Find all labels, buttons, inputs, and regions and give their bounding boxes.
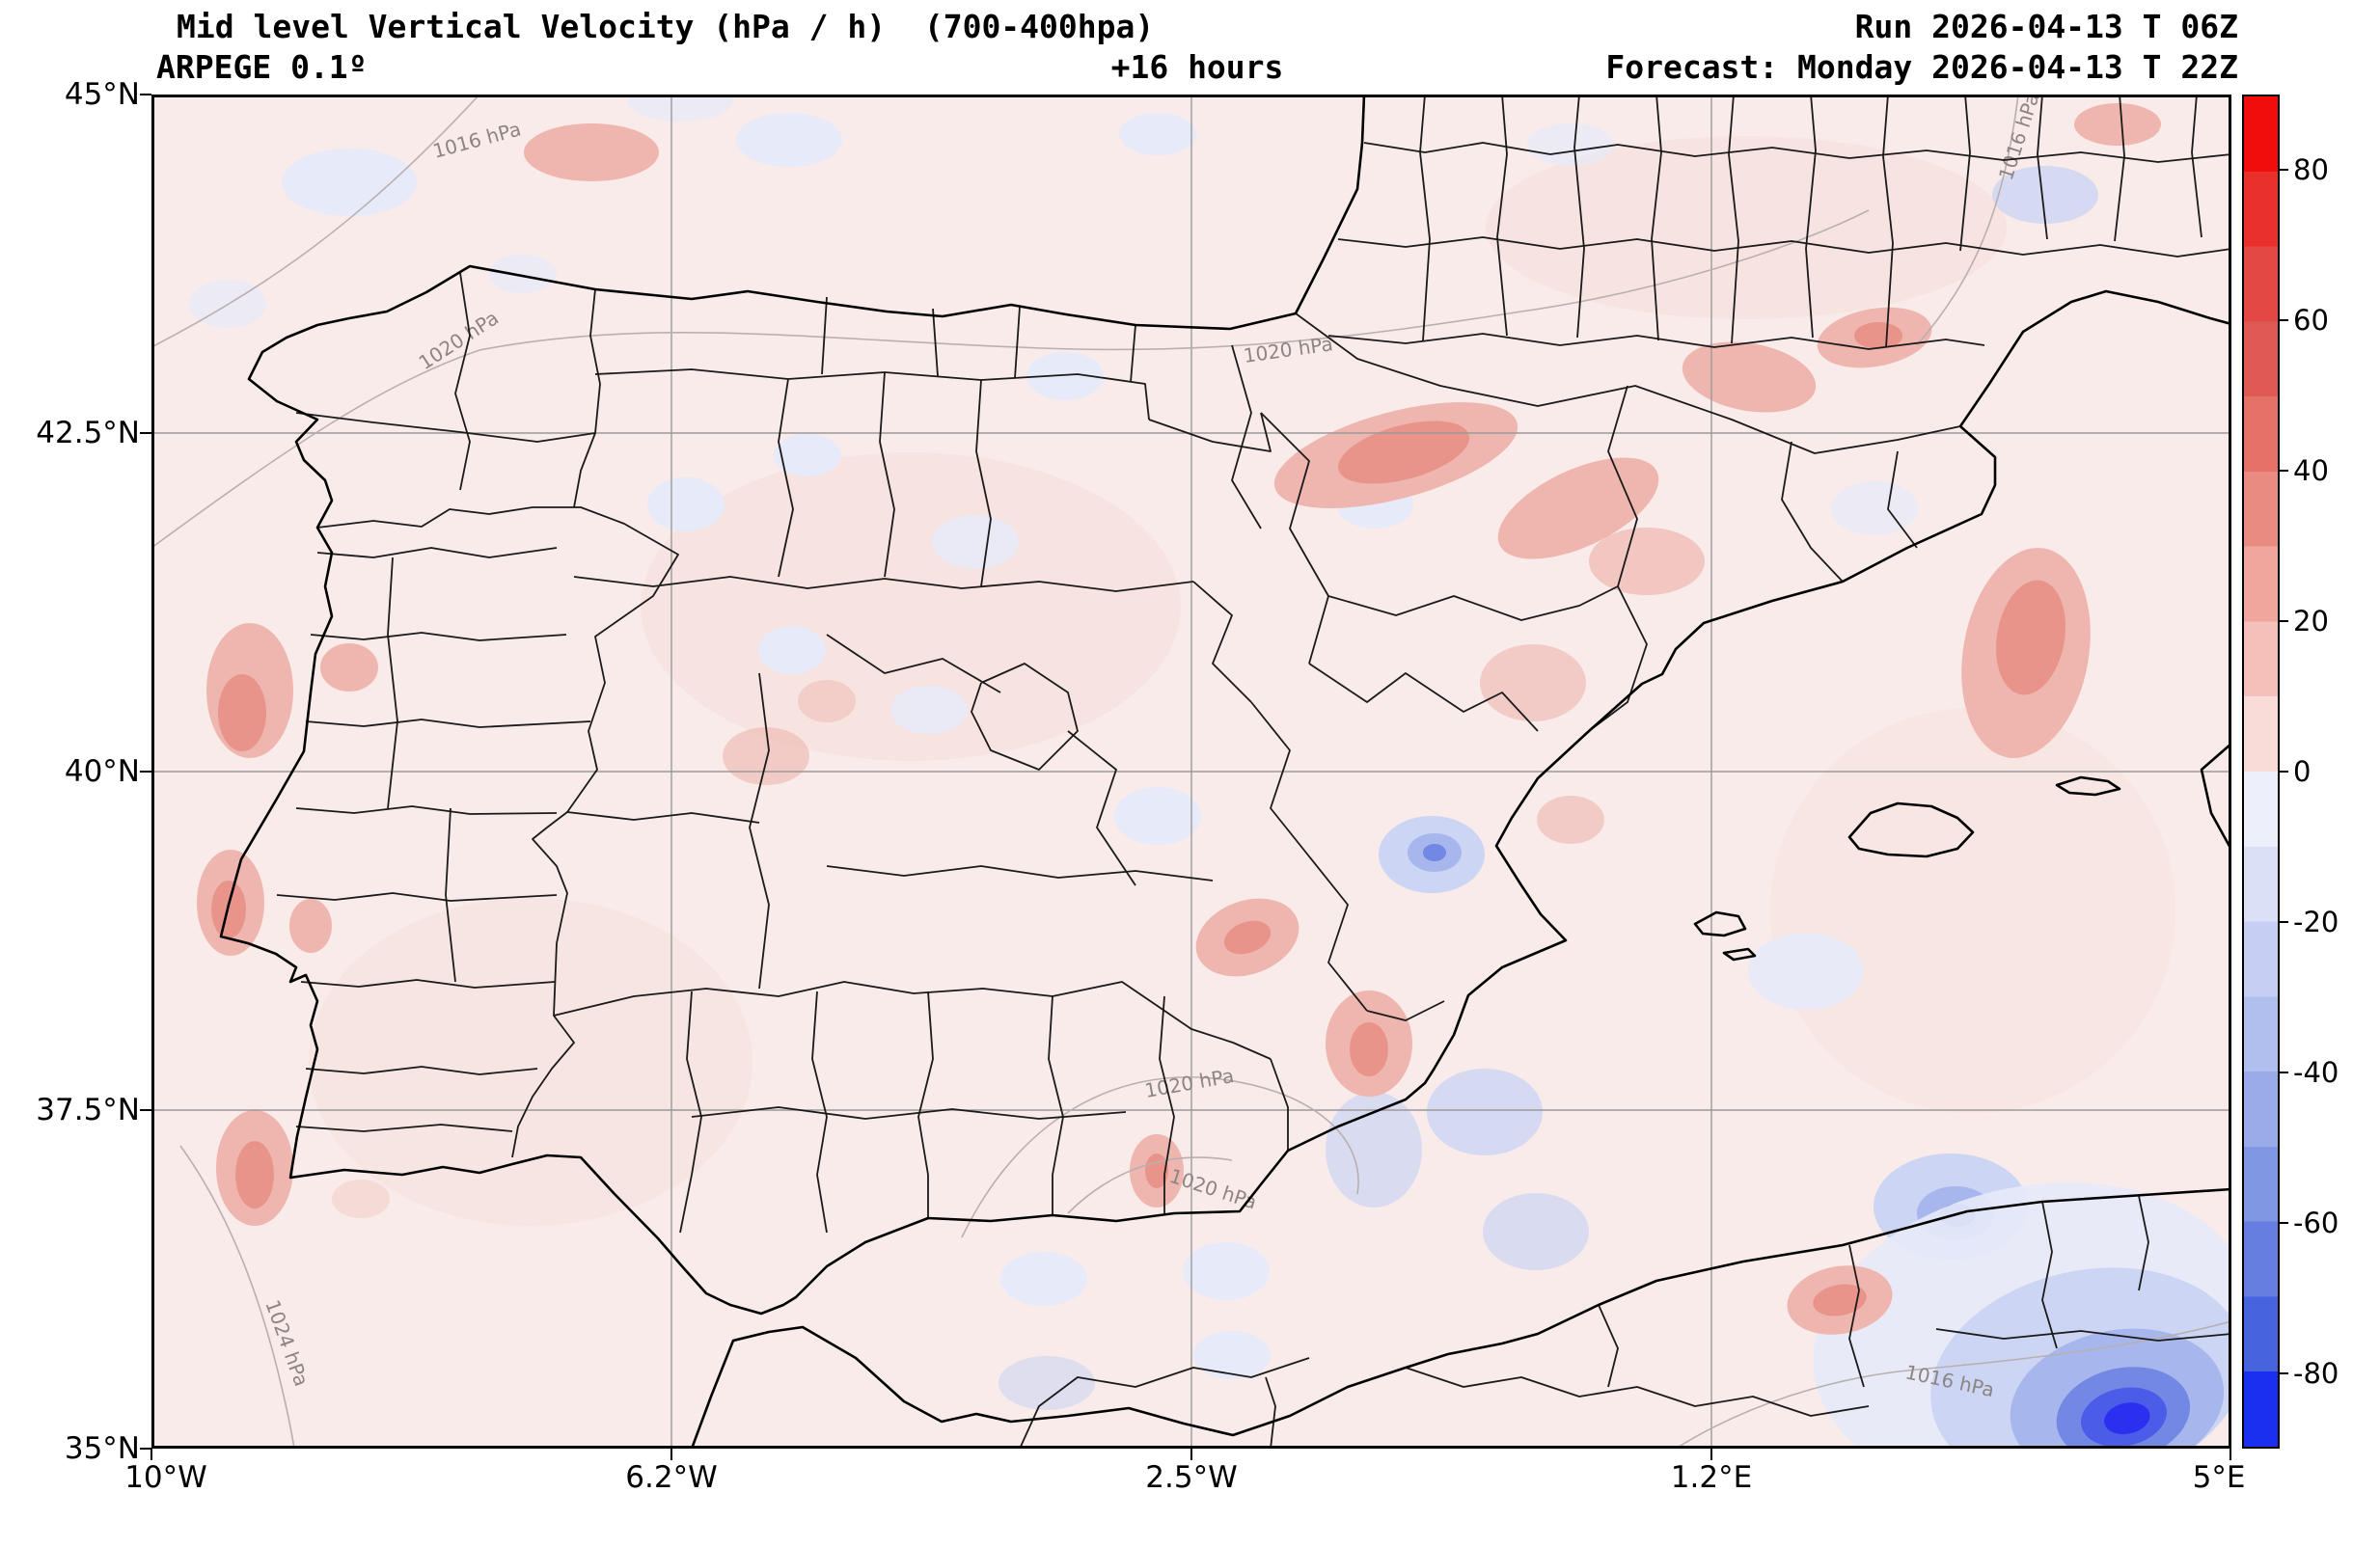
x-tick-label: 5°E bbox=[2192, 1460, 2246, 1495]
map-svg: 1016 hPa 1020 hPa 1020 hPa 1016 hPa 1020… bbox=[151, 95, 2231, 1449]
colorbar-tick bbox=[2280, 771, 2288, 773]
x-axis-tick bbox=[150, 1449, 152, 1460]
island-ibiza bbox=[1693, 910, 1747, 937]
colorbar-tick bbox=[2280, 620, 2288, 622]
model-label: ARPEGE 0.1º bbox=[156, 48, 368, 86]
colorbar-tick-label: 20 bbox=[2293, 605, 2329, 638]
gridlines bbox=[151, 95, 2231, 1449]
admin-boundaries bbox=[276, 95, 2231, 1449]
colorbar-tick-label: -60 bbox=[2293, 1207, 2339, 1239]
x-tick-label: 1.2°E bbox=[1670, 1460, 1753, 1495]
ascent-blobs bbox=[197, 103, 2161, 1335]
colorbar-tick bbox=[2280, 319, 2288, 321]
y-axis-tick bbox=[140, 1448, 151, 1450]
y-axis-tick bbox=[140, 1109, 151, 1111]
colorbar-tick-label: 0 bbox=[2293, 755, 2312, 788]
x-axis-tick bbox=[1710, 1449, 1712, 1460]
y-axis-tick bbox=[140, 771, 151, 773]
chart-title: Mid level Vertical Velocity (hPa / h) (7… bbox=[177, 8, 1155, 45]
colorbar-tick-label: 80 bbox=[2293, 153, 2329, 186]
x-tick-label: 10°W bbox=[124, 1460, 207, 1495]
colorbar-tick-label: -20 bbox=[2293, 906, 2339, 938]
y-axis-tick bbox=[140, 94, 151, 95]
y-tick-label: 40°N bbox=[64, 754, 140, 789]
colorbar-tick bbox=[2280, 1372, 2288, 1374]
x-axis-tick bbox=[670, 1449, 672, 1460]
forecast-label: Forecast: Monday 2026-04-13 T 22Z bbox=[1605, 48, 2238, 86]
y-tick-label: 45°N bbox=[64, 77, 140, 112]
x-axis-tick bbox=[2230, 1449, 2231, 1460]
lead-time-label: +16 hours bbox=[1110, 48, 1284, 86]
coastline-africa bbox=[690, 1187, 2231, 1449]
colorbar-tick-label: -80 bbox=[2293, 1357, 2339, 1390]
colorbar-tick bbox=[2280, 169, 2288, 171]
coastlines bbox=[219, 95, 2231, 1449]
coastline-france-med bbox=[1958, 289, 2231, 427]
map-plot-area: 1016 hPa 1020 hPa 1020 hPa 1016 hPa 1020… bbox=[151, 95, 2231, 1449]
coastline-france-atlantic bbox=[1294, 95, 1366, 314]
coast-fragment-east-edge bbox=[2200, 743, 2231, 851]
colorbar-tick bbox=[2280, 1072, 2288, 1073]
y-tick-label: 35°N bbox=[64, 1431, 140, 1466]
island-menorca bbox=[2055, 775, 2121, 797]
island-formentera bbox=[1722, 947, 1757, 962]
colorbar-tick bbox=[2280, 921, 2288, 923]
coastline-iberia bbox=[219, 264, 1997, 1316]
x-tick-label: 6.2°W bbox=[625, 1460, 718, 1495]
isobar-contours bbox=[151, 95, 2231, 1449]
colorbar-tick bbox=[2280, 1222, 2288, 1224]
run-label: Run 2026-04-13 T 06Z bbox=[1854, 8, 2238, 45]
colorbar-tick bbox=[2280, 470, 2288, 472]
x-tick-label: 2.5°W bbox=[1145, 1460, 1238, 1495]
colorbar bbox=[2242, 95, 2280, 1449]
colorbar-tick-label: 60 bbox=[2293, 304, 2329, 337]
x-axis-tick bbox=[1190, 1449, 1192, 1460]
colorbar-tick-label: -40 bbox=[2293, 1056, 2339, 1089]
island-mallorca bbox=[1847, 801, 1975, 858]
y-axis-tick bbox=[140, 432, 151, 434]
colorbar-tick-label: 40 bbox=[2293, 454, 2329, 487]
plot-border bbox=[151, 95, 2231, 1449]
y-tick-label: 37.5°N bbox=[36, 1093, 140, 1127]
y-tick-label: 42.5°N bbox=[36, 416, 140, 450]
